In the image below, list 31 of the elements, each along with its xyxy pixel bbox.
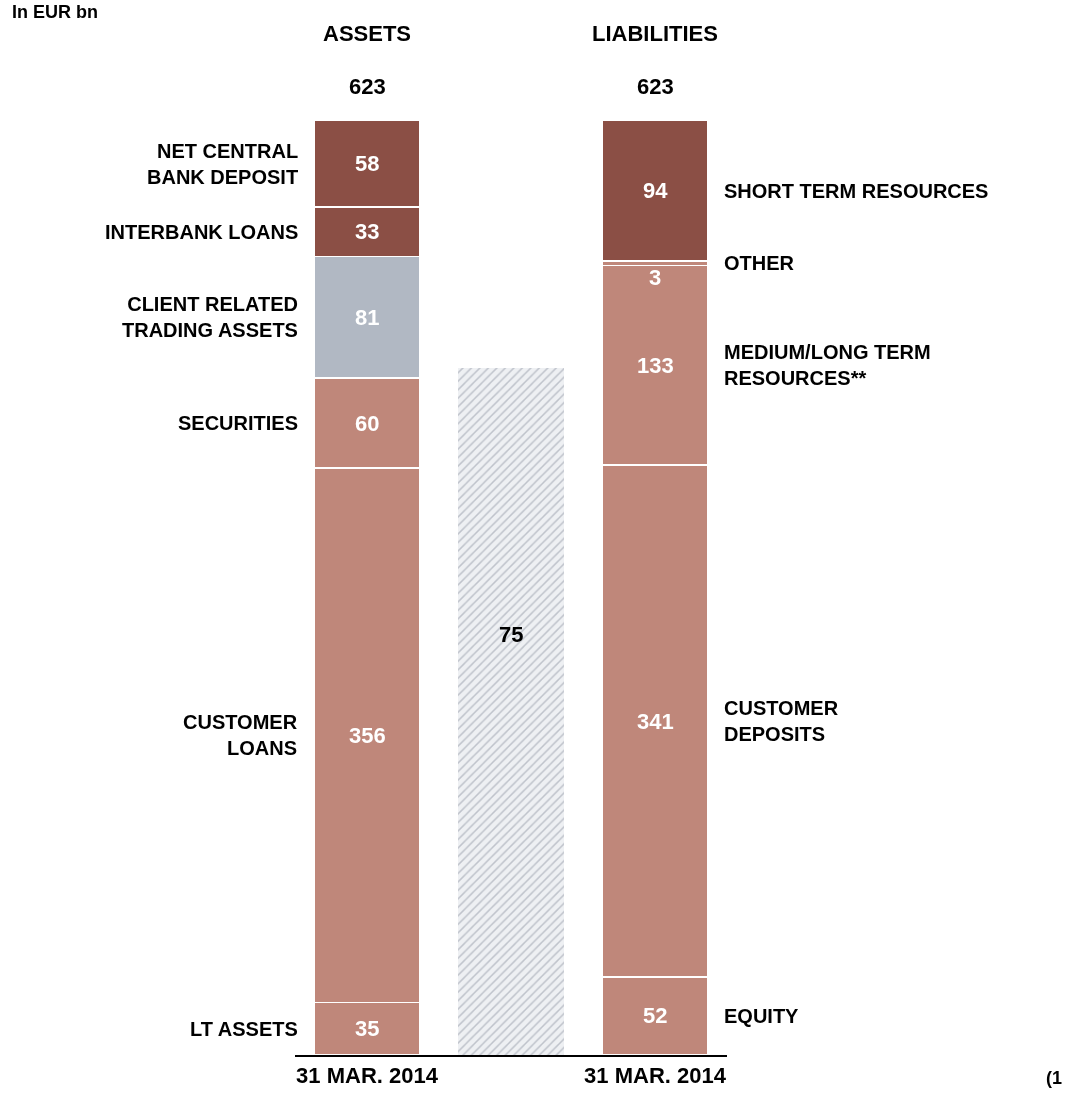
series-label: MEDIUM/LONG TERM RESOURCES** [724,341,931,389]
x-tick-label: 31 MAR. 2014 [296,1063,439,1089]
total-label: 623 [349,74,386,99]
data-label: 60 [355,411,380,436]
total-label: 623 [637,74,674,99]
series-label: CUSTOMER LOANS [183,711,298,759]
x-tick-label: 31 MAR. 2014 [584,1063,727,1089]
text: LIABILITIES [592,21,718,46]
series-label: SECURITIES [178,412,299,434]
data-label: 356 [349,723,386,748]
series-label: SHORT TERM RESOURCES [724,180,989,202]
data-label: 3 [649,265,662,290]
text: ASSETS [323,21,412,46]
data-label: 58 [355,151,380,176]
series-label: CUSTOMER DEPOSITS [724,697,839,745]
data-label: 52 [643,1003,668,1028]
text: In EUR bn [12,2,98,22]
series-label: EQUITY [724,1005,800,1027]
data-label: 133 [637,353,674,378]
annotation: 75 [499,622,524,647]
data-label: 33 [355,219,380,244]
data-label: 81 [355,305,380,330]
data-label: 94 [643,178,669,203]
series-label: NET CENTRAL BANK DEPOSIT [147,140,299,188]
series-label: OTHER [724,252,795,274]
data-label: 341 [637,709,674,734]
series-label: LT ASSETS [190,1018,298,1040]
data-label: 35 [355,1016,380,1041]
series-label: CLIENT RELATED TRADING ASSETS [122,293,298,341]
series-label: INTERBANK LOANS [105,221,299,243]
text: (1 [1046,1068,1063,1088]
